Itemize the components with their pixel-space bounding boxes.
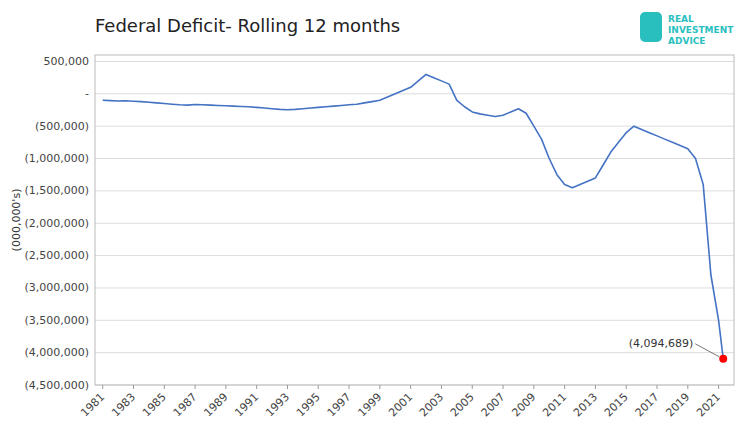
annotation-connector [695,344,719,357]
y-tick-label: (500,000) [35,120,89,133]
x-tick [195,385,196,389]
x-tick [595,385,596,389]
x-tick-label: 2009 [509,390,538,419]
y-tick-label: (4,000,000) [24,346,89,359]
x-tick [102,385,103,389]
x-tick [564,385,565,389]
x-tick-label: 2003 [417,390,446,419]
x-tick-label: 2019 [663,390,692,419]
x-tick [657,385,658,389]
y-tick-label: - [85,87,89,100]
grid-line [95,126,734,127]
x-tick [225,385,226,389]
plot-area [103,74,728,362]
x-tick-label: 1983 [109,390,138,419]
x-tick [410,385,411,389]
x-tick-label: 1989 [201,390,230,419]
end-point [719,355,727,363]
x-tick-label: 1981 [78,390,107,419]
logo-text: ADVICE [668,36,706,46]
y-axis-label: (000,000's) [10,189,23,252]
logo-text: INVESTMENT [668,25,734,35]
chart: Federal Deficit- Rolling 12 months (000,0… [0,0,754,440]
x-tick [287,385,288,389]
y-tick-label: (2,000,000) [24,217,89,230]
y-tick-label: (3,500,000) [24,314,89,327]
y-tick-label: (3,000,000) [24,281,89,294]
y-tick-label: (1,500,000) [24,184,89,197]
x-tick [626,385,627,389]
x-tick [441,385,442,389]
y-tick-label: (4,500,000) [24,379,89,392]
x-tick-label: 2007 [479,390,508,419]
grid-line [95,287,734,288]
x-tick-label: 2011 [540,390,569,419]
x-tick [533,385,534,389]
x-tick-label: 1999 [355,390,384,419]
grid-line [95,255,734,256]
x-tick [687,385,688,389]
x-tick-label: 2005 [448,390,477,419]
plot-frame [95,55,734,385]
logo: REALINVESTMENTADVICE [640,12,734,46]
line [103,74,724,358]
y-tick-label: (1,000,000) [24,152,89,165]
y-tick-label: (2,500,000) [24,249,89,262]
x-tick [503,385,504,389]
grid-line [95,223,734,224]
x-tick-label: 2015 [602,390,631,419]
grid-line [95,190,734,191]
x-tick-label: 1997 [325,390,354,419]
x-tick [379,385,380,389]
title: Federal Deficit- Rolling 12 months [95,15,400,36]
x-tick [256,385,257,389]
x-tick [318,385,319,389]
x-tick-label: 1985 [140,390,169,419]
x-tick-label: 2017 [633,390,662,419]
x-tick-label: 2001 [386,390,415,419]
logo-shield [640,12,662,42]
grid-line [95,61,734,62]
x-tick-label: 1987 [171,390,200,419]
x-tick-label: 1991 [232,390,261,419]
x-tick [349,385,350,389]
x-tick-label: 1995 [294,390,323,419]
x-tick [472,385,473,389]
annotation: (4,094,689) [629,337,694,350]
x-tick-label: 2021 [694,390,723,419]
x-tick-label: 1993 [263,390,292,419]
grid [95,61,734,385]
grid-line [95,158,734,159]
grid-line [95,93,734,94]
y-tick-label: 500,000 [44,55,90,68]
grid-line [95,320,734,321]
logo-text: REAL [668,14,694,24]
x-tick [718,385,719,389]
x-tick-label: 2013 [571,390,600,419]
x-tick [133,385,134,389]
grid-line [95,352,734,353]
x-tick [164,385,165,389]
